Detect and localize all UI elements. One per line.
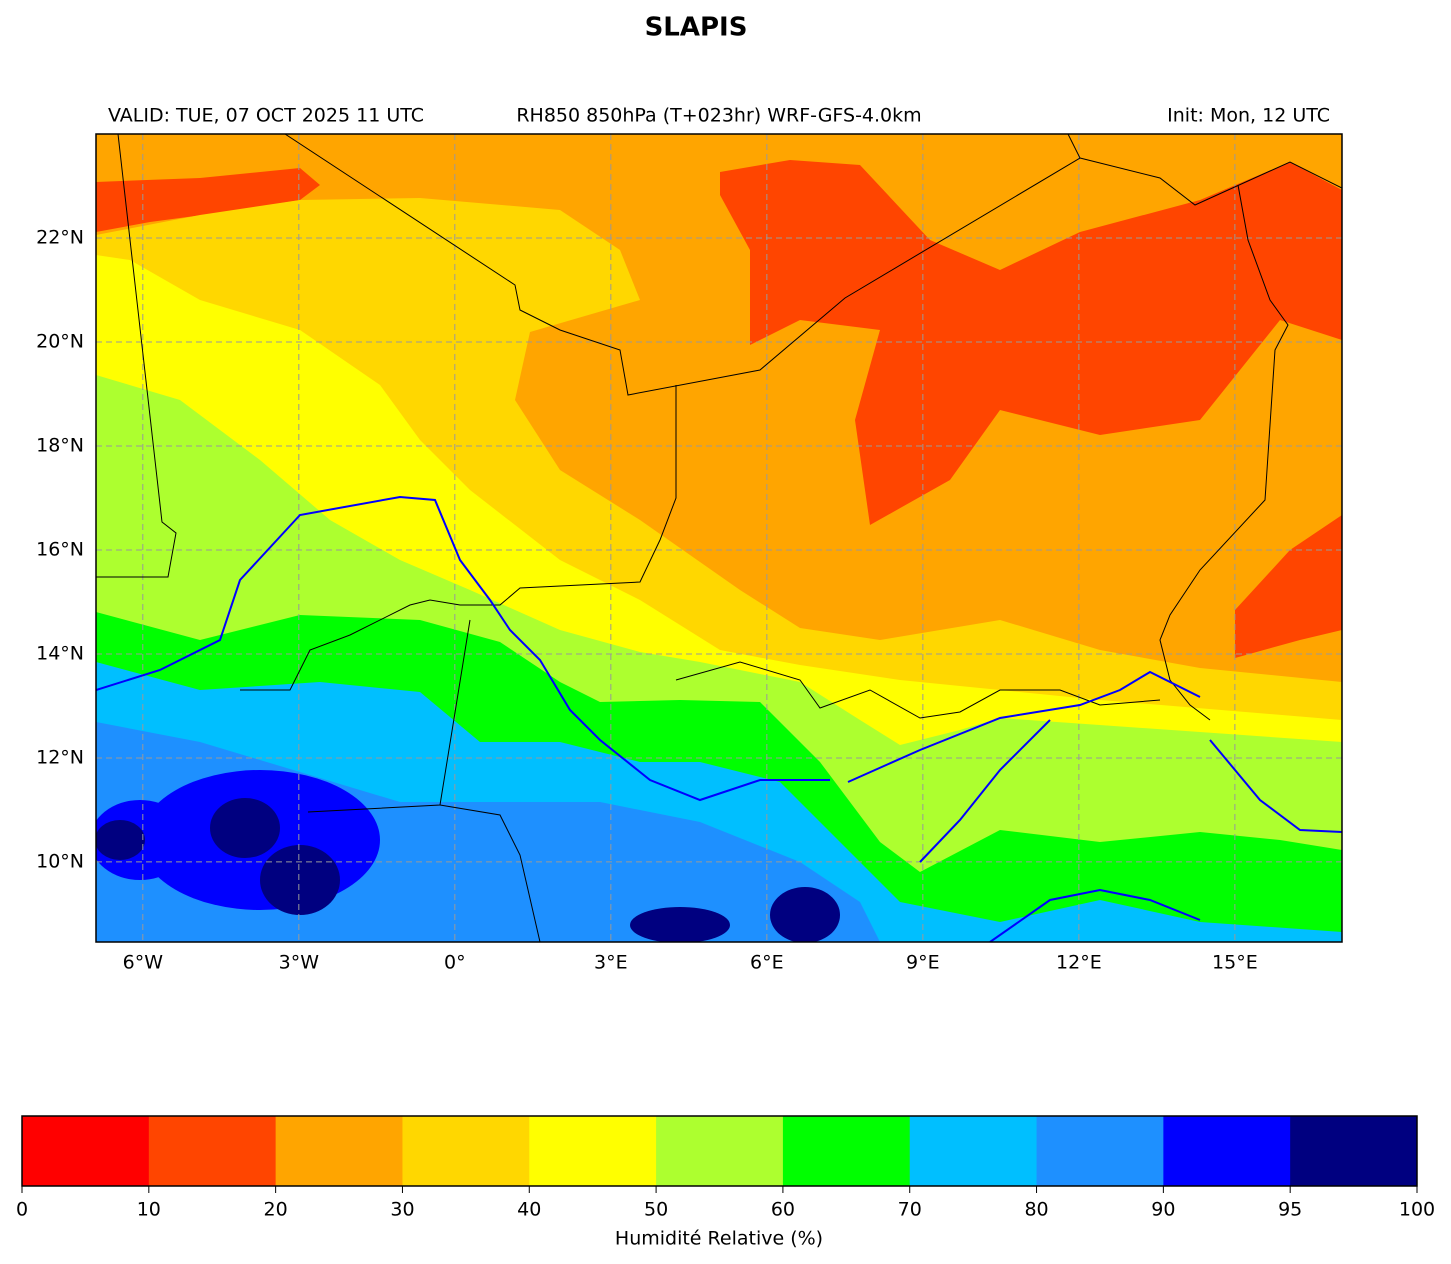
colorbar-swatch — [22, 1116, 150, 1186]
colorbar-tick-label: 0 — [16, 1199, 28, 1221]
x-tick-label: 15°E — [1212, 952, 1258, 974]
field-area — [1235, 515, 1342, 658]
init-time: Init: Mon, 12 UTC — [1167, 105, 1330, 127]
colorbar-tick-label: 100 — [1399, 1199, 1435, 1221]
y-tick-label: 22°N — [36, 226, 84, 248]
y-tick-label: 10°N — [36, 850, 84, 872]
x-tick-label: 0° — [444, 952, 466, 974]
colorbar-tick-label: 80 — [1024, 1199, 1048, 1221]
field-area — [210, 798, 280, 858]
colorbar-swatch — [275, 1116, 403, 1186]
colorbar-swatch — [148, 1116, 277, 1186]
y-tick-label: 12°N — [36, 746, 84, 768]
colorbar-swatch — [656, 1116, 784, 1186]
colorbar-tick-label: 60 — [771, 1199, 795, 1221]
valid-time: VALID: TUE, 07 OCT 2025 11 UTC — [108, 105, 424, 127]
y-tick-label: 20°N — [36, 330, 84, 352]
x-tick-label: 3°W — [279, 952, 320, 974]
colorbar-swatch — [402, 1116, 530, 1186]
colorbar-tick-label: 70 — [898, 1199, 922, 1221]
colorbar-tick-label: 90 — [1151, 1199, 1175, 1221]
colorbar-tick-label: 30 — [390, 1199, 414, 1221]
field-area — [720, 160, 1342, 525]
x-tick-label: 6°W — [123, 952, 164, 974]
field — [96, 134, 1342, 942]
colorbar-tick-label: 50 — [644, 1199, 668, 1221]
colorbar-label: Humidité Relative (%) — [615, 1228, 823, 1250]
field-area — [96, 820, 145, 860]
field-area — [96, 168, 320, 232]
border — [675, 661, 1161, 719]
border — [439, 804, 541, 942]
colorbar-tick-label: 10 — [137, 1199, 161, 1221]
y-tick-label: 16°N — [36, 538, 84, 560]
colorbar-swatch — [1036, 1116, 1164, 1186]
border — [96, 134, 177, 578]
river — [989, 888, 1201, 942]
x-tick-label: 6°E — [750, 952, 784, 974]
product: RH850 850hPa (T+023hr) WRF-GFS-4.0km — [516, 105, 921, 127]
colorbar-tick-label: 20 — [264, 1199, 288, 1221]
border — [240, 385, 677, 691]
colorbar-swatch — [529, 1116, 657, 1186]
field-area — [260, 845, 340, 915]
colorbar-tick-label: 40 — [517, 1199, 541, 1221]
border — [1079, 157, 1342, 206]
colorbar-tick-label: 95 — [1278, 1199, 1302, 1221]
field-area — [770, 887, 840, 942]
x-tick-label: 9°E — [906, 952, 940, 974]
river — [96, 495, 830, 802]
colorbar-swatch — [782, 1116, 911, 1186]
colorbar-swatch — [1163, 1116, 1291, 1186]
colorbar-swatch — [1290, 1116, 1418, 1186]
border — [307, 619, 471, 813]
river — [1209, 739, 1342, 833]
river — [847, 670, 1201, 783]
y-tick-label: 18°N — [36, 434, 84, 456]
x-tick-label: 3°E — [594, 952, 628, 974]
border — [284, 134, 1081, 396]
colorbar-swatch — [909, 1116, 1038, 1186]
x-tick-label: 12°E — [1056, 952, 1102, 974]
title: SLAPIS — [645, 13, 748, 43]
field-area — [630, 907, 730, 942]
y-tick-label: 14°N — [36, 642, 84, 664]
river — [919, 719, 1051, 863]
colorbar-frame — [21, 1115, 1418, 1187]
map-frame — [95, 133, 1343, 943]
